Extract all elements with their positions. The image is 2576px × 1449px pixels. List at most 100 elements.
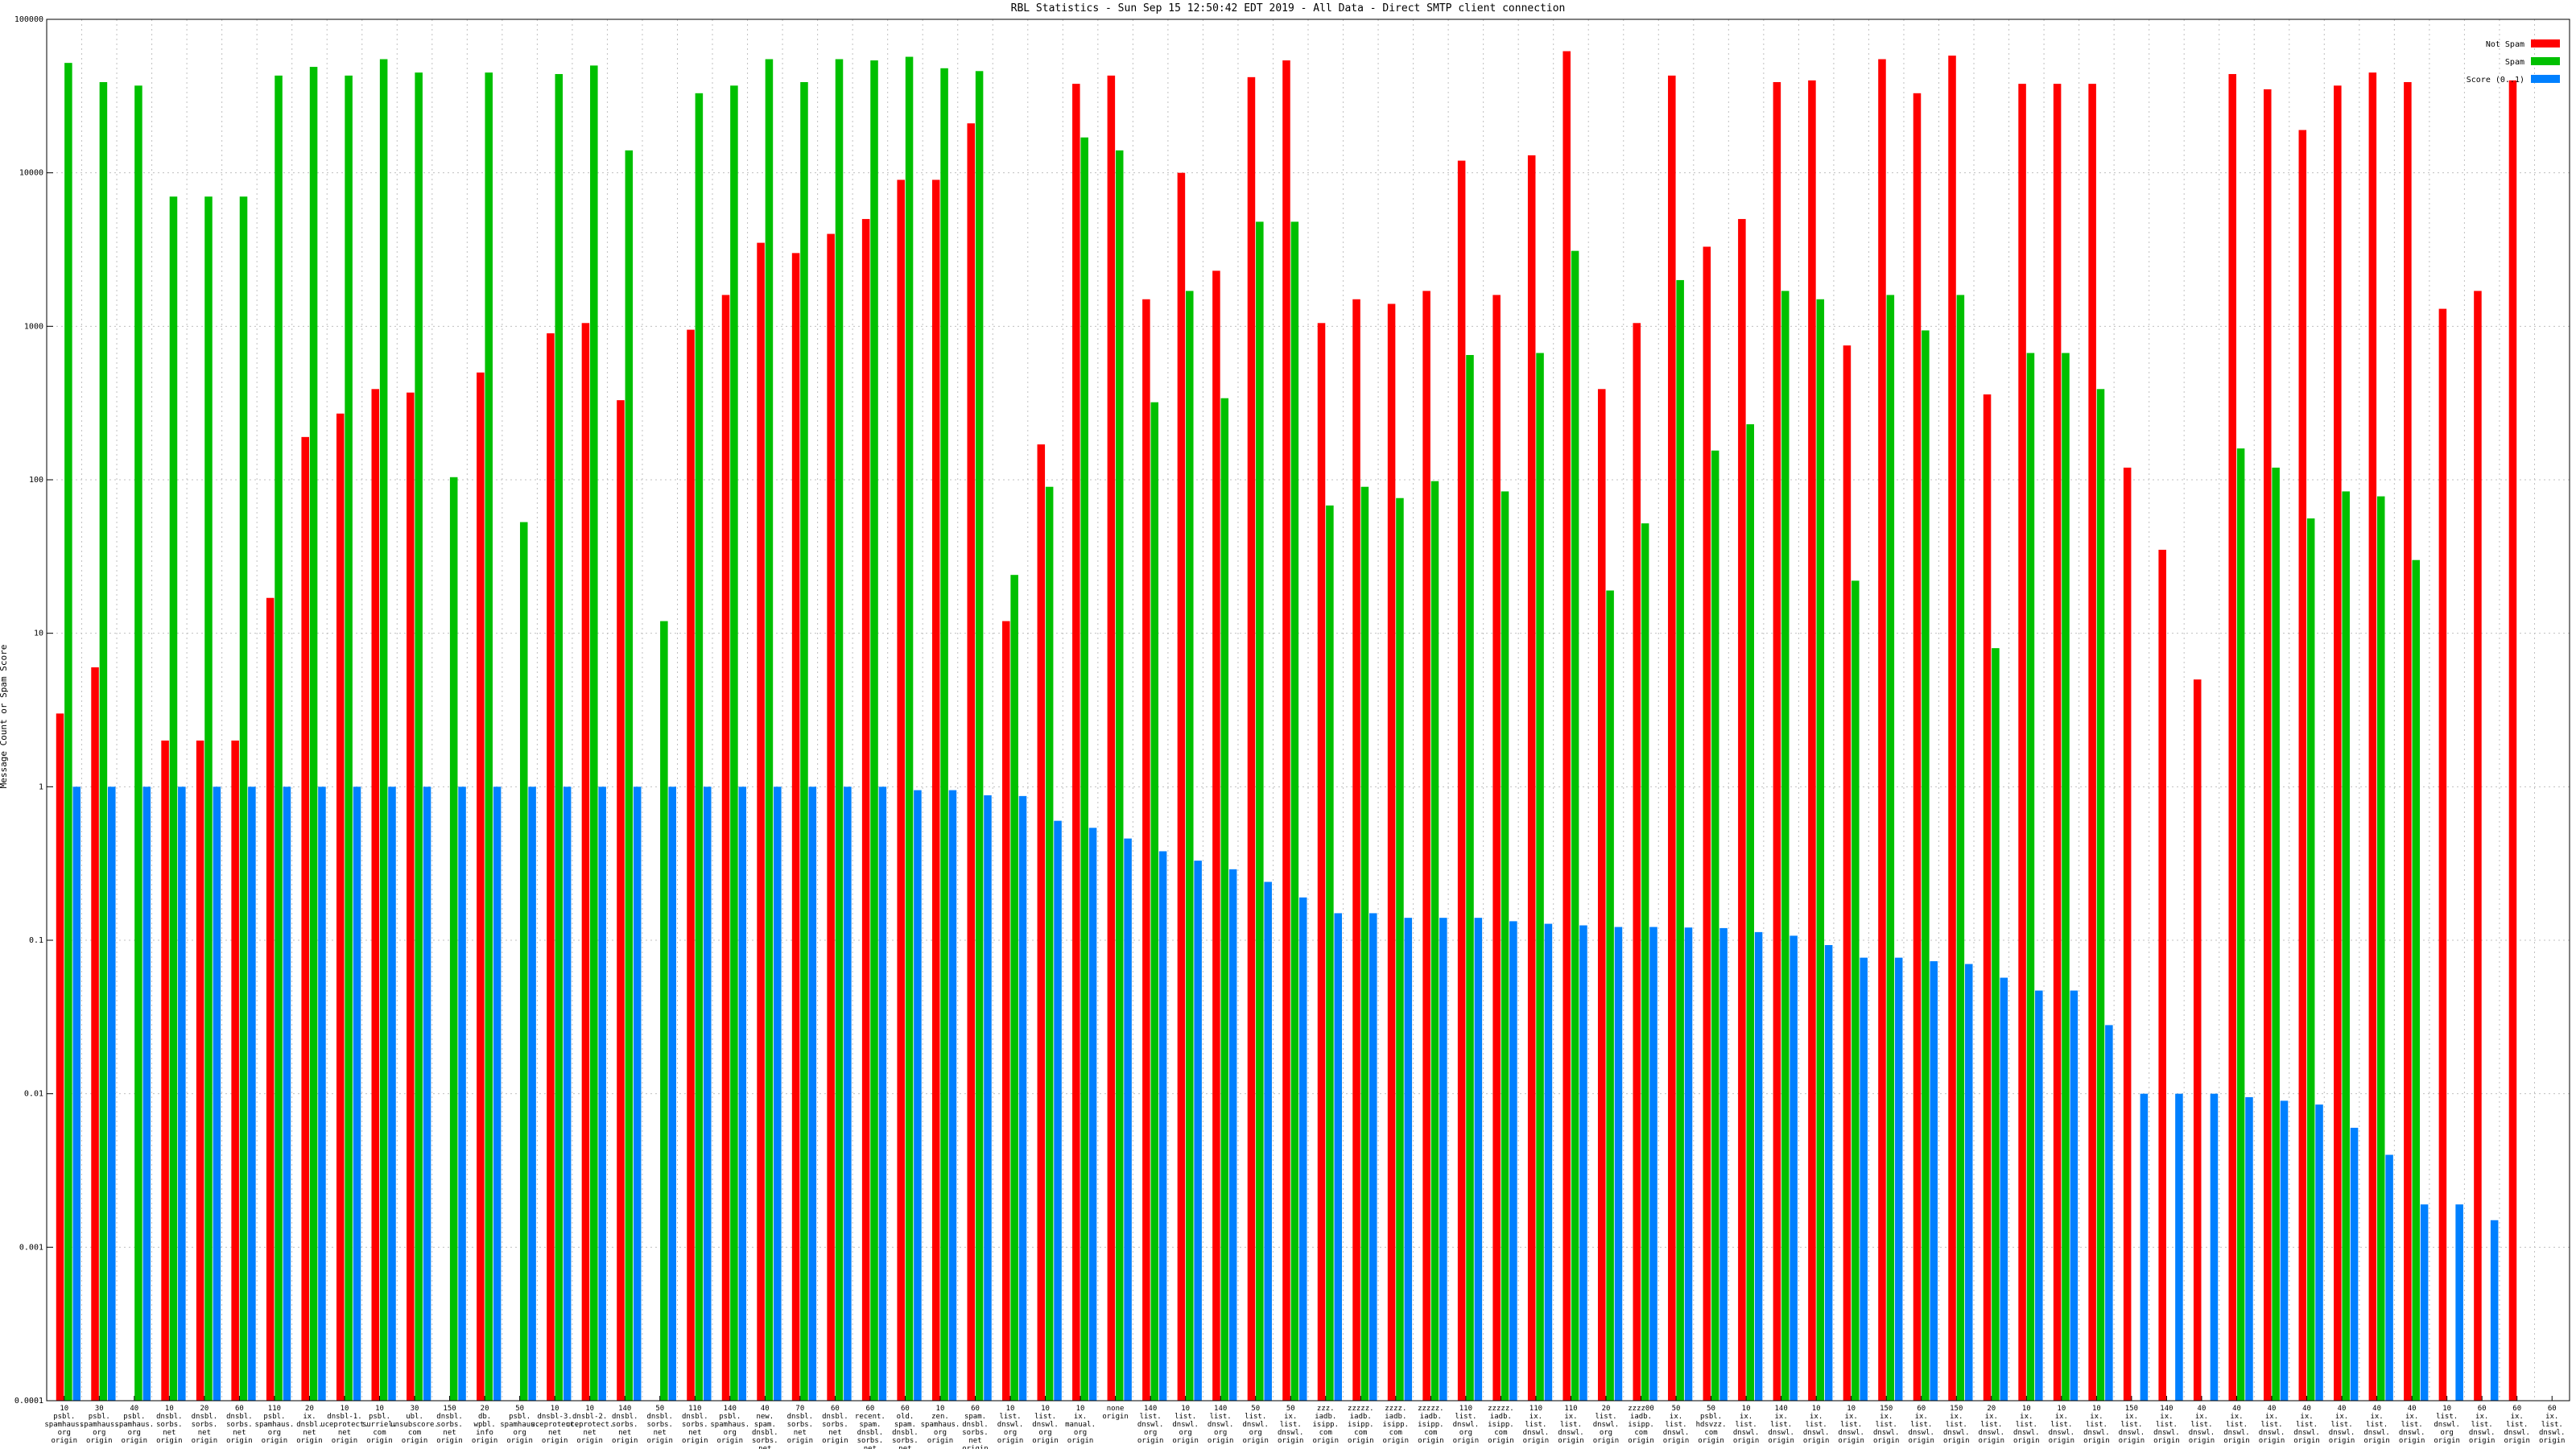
x-tick-label: 10 zen. spamhaus. org origin: [921, 1405, 960, 1445]
x-tick-label-line: iadb.: [1350, 1413, 1372, 1421]
bar-not-spam: [1808, 80, 1816, 1401]
x-tick-label-line: ix.: [2195, 1413, 2208, 1421]
y-tick-label: 1: [39, 782, 43, 791]
x-tick-label: 40 ix. list. dnswl. origin: [2363, 1405, 2390, 1445]
x-tick-label-line: list.: [2050, 1421, 2072, 1429]
x-tick-label-line: origin: [1348, 1437, 1374, 1445]
x-tick-label-line: origin: [1418, 1437, 1444, 1445]
bar-spam: [345, 75, 353, 1401]
bar-score-0-1: [2070, 990, 2079, 1401]
x-tick-label-line: net: [828, 1429, 841, 1437]
bar-spam: [1676, 279, 1684, 1401]
x-tick-label-line: list.: [1280, 1421, 1302, 1429]
x-tick-label-line: origin: [1663, 1437, 1690, 1445]
bar-not-spam: [1387, 303, 1396, 1402]
x-tick-label-line: zen.: [931, 1413, 949, 1421]
bar-score-0-1: [142, 786, 151, 1401]
bar-score-0-1: [703, 786, 712, 1401]
bar-not-spam: [1212, 270, 1220, 1401]
x-tick-label: 110 dnsbl. sorbs. net origin: [682, 1405, 708, 1445]
x-tick-label-line: 20: [481, 1405, 489, 1413]
y-axis-label: Message Count or Spam Score: [0, 645, 9, 789]
bar-spam: [64, 63, 72, 1402]
legend-swatch: [2531, 75, 2560, 83]
x-tick-label-line: 10: [1847, 1405, 1856, 1413]
bar-not-spam: [687, 329, 695, 1401]
x-tick-label-line: origin: [472, 1437, 498, 1445]
x-tick-label: 30 psbl. spamhaus. org origin: [80, 1405, 119, 1445]
bar-score-0-1: [2245, 1096, 2253, 1401]
bar-score-0-1: [1264, 881, 1272, 1401]
x-tick-label-line: com: [1634, 1429, 1647, 1437]
bar-spam: [1641, 523, 1649, 1401]
bar-score-0-1: [1790, 935, 1798, 1401]
x-tick-label-line: dnsbl.: [822, 1413, 848, 1421]
x-tick-label-line: 60: [865, 1405, 874, 1413]
x-tick-label-line: 10: [1041, 1405, 1050, 1413]
x-tick-label-line: origin: [542, 1437, 568, 1445]
bar-spam: [800, 81, 808, 1402]
x-tick-label-line: org: [1179, 1429, 1192, 1437]
x-tick-label-line: 110: [1459, 1405, 1472, 1413]
x-tick-label-line: dnswl.: [2399, 1429, 2425, 1437]
x-tick-label: 40 ix. list. dnswl. origin: [2329, 1405, 2355, 1445]
x-tick-label-line: dnsbl.: [962, 1421, 989, 1429]
x-tick-label-line: 40: [2372, 1405, 2381, 1413]
x-tick-label-line: uceprotect.: [530, 1421, 579, 1429]
x-tick-label-line: ix.: [1915, 1413, 1928, 1421]
bar-not-spam: [1633, 323, 1641, 1402]
x-tick-label-line: spam.: [754, 1421, 776, 1429]
x-tick-label: 50 list. dnswl. org origin: [1242, 1405, 1269, 1445]
x-tick-label-line: 50: [515, 1405, 524, 1413]
x-tick-label-line: dnswl.: [2259, 1429, 2285, 1437]
x-tick-label-line: sorbs.: [787, 1421, 814, 1429]
y-tick-label: 0.01: [24, 1090, 43, 1099]
bar-not-spam: [2193, 679, 2202, 1401]
x-tick-label-line: org: [268, 1429, 281, 1437]
x-tick-label-line: list.: [2156, 1421, 2178, 1429]
bar-spam: [1256, 221, 1264, 1401]
x-tick-label-line: spam.: [859, 1421, 881, 1429]
x-tick-label-line: dnswl.: [1733, 1429, 1760, 1437]
bar-spam: [940, 68, 948, 1402]
bar-spam: [2026, 353, 2035, 1401]
bar-score-0-1: [1754, 931, 1763, 1401]
bar-spam: [2272, 467, 2280, 1401]
x-tick-label-line: 50: [655, 1405, 664, 1413]
x-tick-label-line: net: [758, 1445, 771, 1449]
bar-score-0-1: [1018, 795, 1027, 1401]
x-tick-label-line: dnswl.: [1137, 1421, 1164, 1429]
bar-not-spam: [1878, 59, 1886, 1402]
x-tick-label-line: dnsbl.: [787, 1413, 814, 1421]
x-tick-label-line: 110: [1564, 1405, 1577, 1413]
x-tick-label-line: dnsbl-3.: [537, 1413, 572, 1421]
x-tick-label: 140 psbl. spamhaus. org origin: [710, 1405, 749, 1445]
bar-spam: [309, 67, 318, 1401]
bar-not-spam: [1107, 75, 1116, 1401]
x-tick-label-line: new.: [756, 1413, 774, 1421]
bar-spam: [555, 73, 564, 1401]
bar-score-0-1: [1474, 918, 1483, 1401]
x-tick-label-line: 140: [1144, 1405, 1157, 1413]
x-tick-label-line: dnsbl.: [752, 1429, 778, 1437]
bar-score-0-1: [1824, 945, 1833, 1401]
bar-spam: [2412, 559, 2421, 1401]
bar-spam: [1536, 353, 1544, 1401]
x-tick-label-line: isipp.: [1418, 1421, 1444, 1429]
bar-not-spam: [1913, 93, 1922, 1401]
x-tick-label-line: 60: [2512, 1405, 2521, 1413]
x-tick-label-line: 60: [2548, 1405, 2557, 1413]
x-tick-label-line: spam.: [964, 1413, 986, 1421]
x-tick-label-line: list.: [2541, 1421, 2563, 1429]
x-tick-label-line: origin: [1908, 1437, 1934, 1445]
bar-score-0-1: [738, 786, 747, 1401]
x-tick-label-line: dnswl.: [1172, 1421, 1199, 1429]
bar-not-spam: [897, 180, 905, 1401]
x-tick-label: zzzzz. iadb. isipp. com origin: [1348, 1405, 1374, 1445]
x-tick-label-line: origin: [332, 1437, 358, 1445]
x-tick-label-line: ix.: [2300, 1413, 2313, 1421]
bar-spam: [1571, 250, 1579, 1402]
bar-score-0-1: [1964, 964, 1973, 1401]
x-tick-label-line: db.: [478, 1413, 491, 1421]
x-tick-label-line: origin: [1628, 1437, 1654, 1445]
